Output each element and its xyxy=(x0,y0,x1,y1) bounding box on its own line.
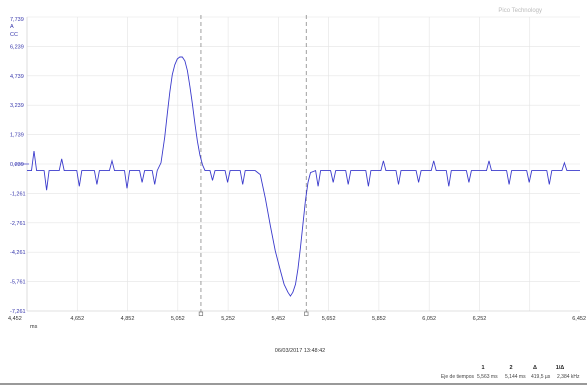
y-unit-label: A xyxy=(10,24,14,30)
x-tick-label: 5,252 xyxy=(221,316,235,322)
y-tick-label: -7,261 xyxy=(10,309,26,315)
x-axis-ticks: 4,452 4,652 4,852 5,052 5,252 5,452 5,652 5,852… xyxy=(8,316,586,322)
watermark: Pico Technology xyxy=(498,8,542,14)
y-tick-label: 3,239 xyxy=(10,103,24,109)
y-tick-label: 0,239 xyxy=(10,162,24,168)
y-tick-label: -1,261 xyxy=(10,191,26,197)
chart-grid xyxy=(26,16,580,312)
x-tick-label: 4,452 xyxy=(8,316,22,322)
time-cursors[interactable] xyxy=(198,15,309,316)
x-tick-label: 5,852 xyxy=(372,316,386,322)
y-axis-ticks: 7,739 6,239 4,739 3,239 1,739 0,239 -1,261 -2,7… xyxy=(10,17,26,315)
measure-row-label: Eje de tiempos xyxy=(441,374,475,380)
x-tick-label: 5,452 xyxy=(271,316,285,322)
measure-header-1: 1 xyxy=(481,365,484,371)
y-tick-label: -4,261 xyxy=(10,250,26,256)
y-tick-label: -2,761 xyxy=(10,221,26,227)
measure-header-inverse: 1/Δ xyxy=(556,365,565,371)
x-tick-label: 5,052 xyxy=(171,316,185,322)
measure-value-inverse: 2,384 kHz xyxy=(557,374,580,380)
y-tick-label: 1,739 xyxy=(10,133,24,139)
x-tick-label: 6,452 xyxy=(572,316,586,322)
signal-trace xyxy=(27,56,580,297)
x-tick-label: 4,852 xyxy=(121,316,135,322)
capture-timestamp: 06/03/2017 13:48:42 xyxy=(275,348,325,354)
measure-value-2: 5,144 ms xyxy=(505,374,526,380)
x-tick-label: 6,252 xyxy=(473,316,487,322)
measure-value-1: 5,563 ms xyxy=(477,374,498,380)
x-tick-label: 5,652 xyxy=(322,316,336,322)
x-unit-label: ms xyxy=(30,324,38,330)
measure-header-2: 2 xyxy=(509,365,512,371)
signal-line xyxy=(27,56,580,297)
measurements-table: 1 2 Δ 1/Δ Eje de tiempos 5,563 ms 5,144 … xyxy=(441,365,580,380)
cursor-handle-1 xyxy=(198,311,204,316)
x-tick-label: 6,052 xyxy=(422,316,436,322)
cursor-handle-2 xyxy=(304,311,309,316)
y-tick-label: 6,239 xyxy=(10,44,24,50)
y-tick-label: 4,739 xyxy=(10,74,24,80)
x-tick-label: 4,652 xyxy=(70,316,84,322)
measure-value-delta: 419,5 µs xyxy=(531,374,551,380)
y-coupling-label: CC xyxy=(10,32,18,38)
y-tick-label: 7,739 xyxy=(10,17,24,23)
y-tick-label: -5,761 xyxy=(10,280,26,286)
measure-header-delta: Δ xyxy=(533,365,537,371)
